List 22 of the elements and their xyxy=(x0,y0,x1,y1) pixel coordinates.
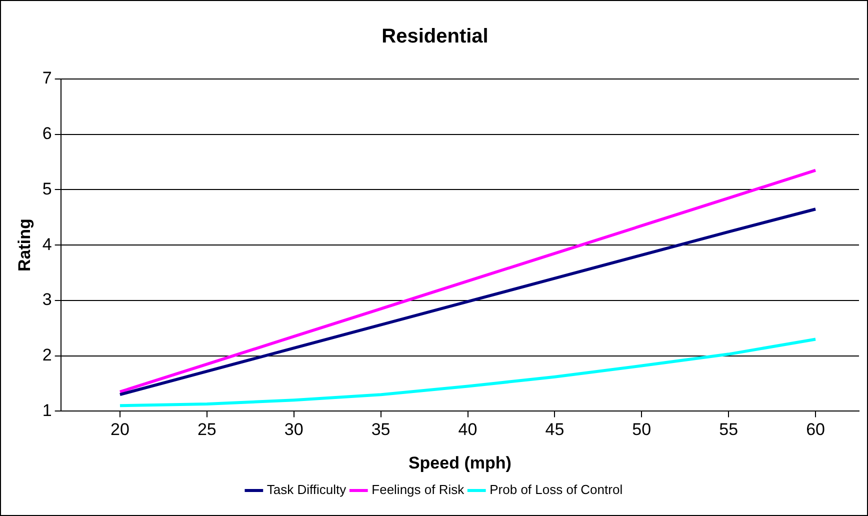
legend-label: Feelings of Risk xyxy=(372,482,465,498)
x-tick-label: 45 xyxy=(545,420,564,440)
legend-label: Prob of Loss of Control xyxy=(490,482,623,498)
y-tick-label: 3 xyxy=(42,290,52,310)
y-tick-label: 5 xyxy=(42,179,52,198)
y-tick-label: 7 xyxy=(42,68,52,88)
x-tick-label: 60 xyxy=(806,420,825,440)
y-tick-label: 4 xyxy=(42,234,52,254)
x-tick-label: 25 xyxy=(197,420,216,440)
x-tick-label: 30 xyxy=(284,420,304,440)
y-tick-label: 1 xyxy=(42,400,52,420)
x-tick-label: 20 xyxy=(110,420,130,440)
y-tick-label: 6 xyxy=(42,124,52,144)
y-tick-label: 2 xyxy=(42,346,52,365)
legend-label: Task Difficulty xyxy=(266,482,347,498)
x-tick-label: 55 xyxy=(719,420,738,440)
x-axis-title: Speed (mph) xyxy=(408,453,512,472)
x-tick-label: 40 xyxy=(458,420,478,440)
y-axis-title: Rating xyxy=(14,218,34,272)
chart-title: Residential xyxy=(382,26,488,48)
x-tick-label: 35 xyxy=(371,420,390,440)
x-tick-label: 50 xyxy=(632,420,652,440)
